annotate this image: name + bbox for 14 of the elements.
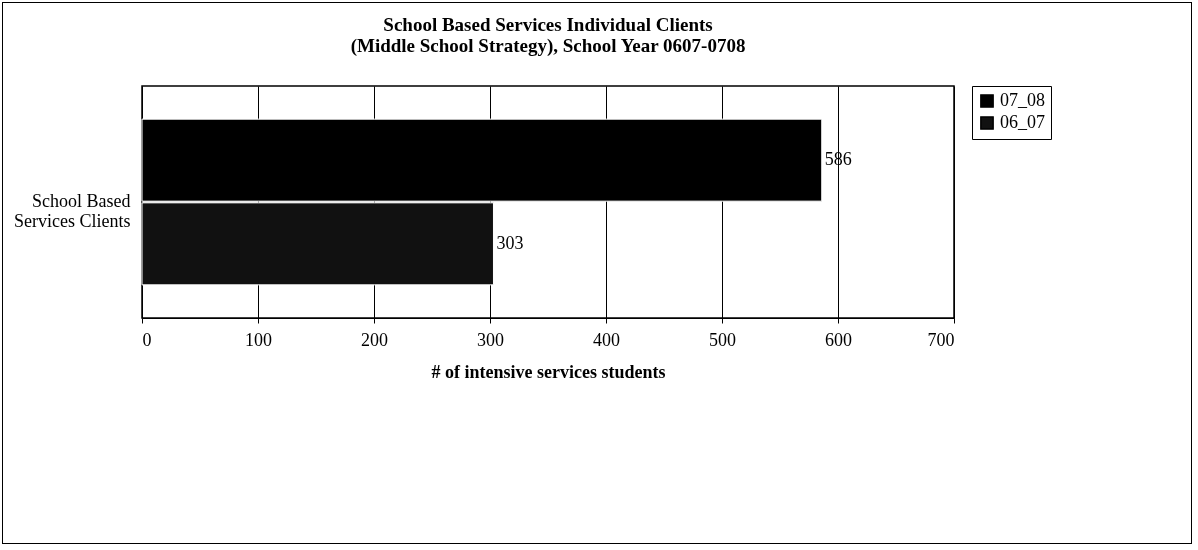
x-tick-label: 400 [593, 329, 620, 350]
x-tick-label: 100 [245, 329, 272, 350]
data-label: 303 [496, 232, 524, 253]
y-tick-label: School Based Services Clients [14, 191, 131, 231]
chart-title: School Based Services Individual Clients (Middle School Strategy), School Year 0607-0708 [350, 13, 746, 57]
x-tick-label: 0 [142, 329, 152, 350]
legend-label: 07_08 [1000, 90, 1045, 110]
x-tick-label: 200 [361, 329, 388, 350]
x-tick-label: 500 [709, 329, 736, 350]
x-axis-title: # of intensive services students [431, 361, 666, 382]
x-tick-label: 300 [477, 329, 504, 350]
legend-label: 06_07 [1000, 112, 1045, 132]
x-tick-label: 700 [927, 329, 955, 350]
x-tick-label: 600 [825, 329, 852, 350]
